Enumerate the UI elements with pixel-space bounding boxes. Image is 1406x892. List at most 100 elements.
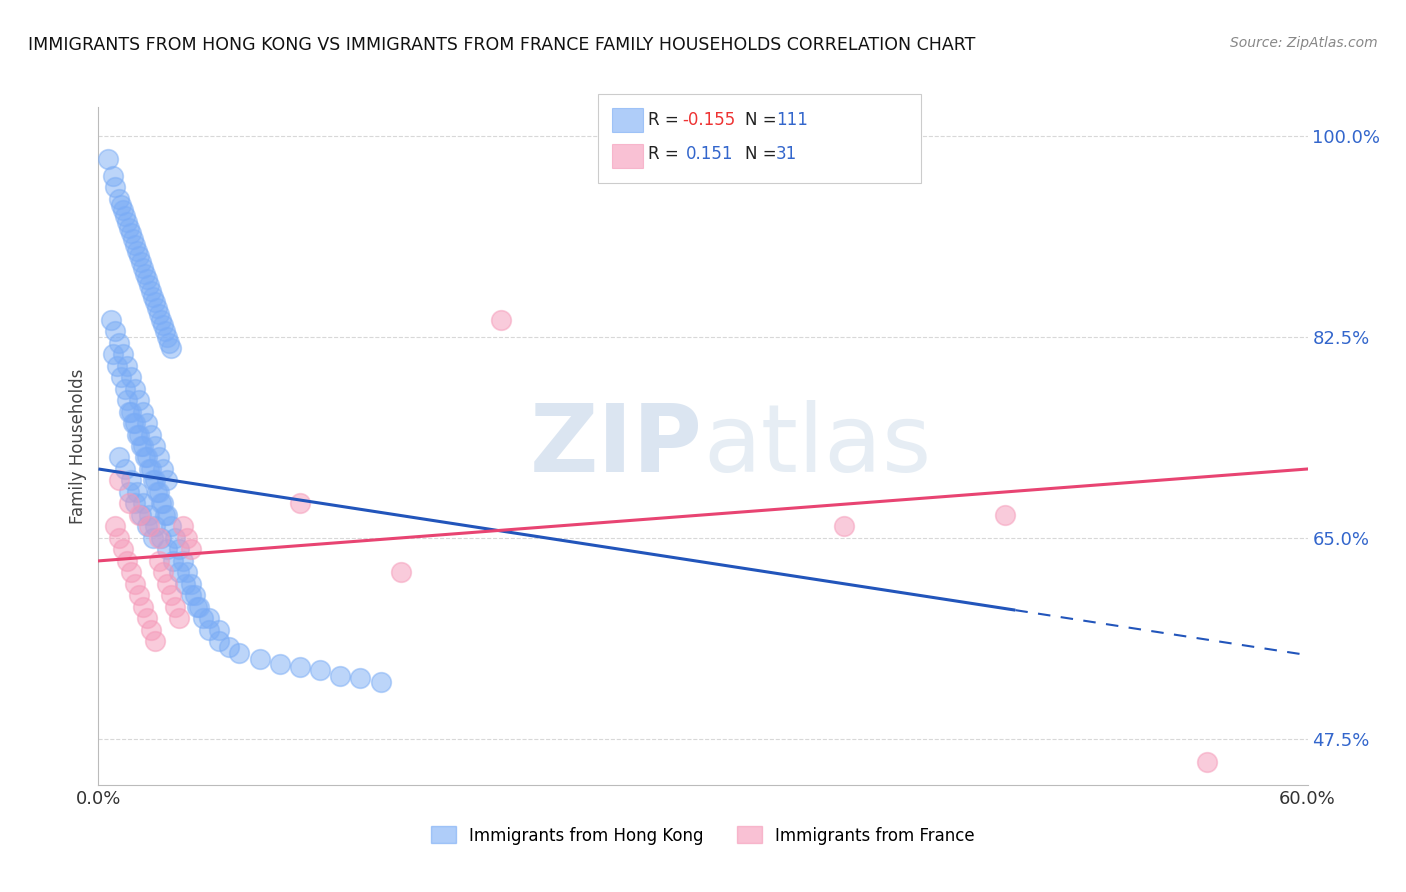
Point xyxy=(143,519,166,533)
Point xyxy=(180,542,202,557)
Point xyxy=(135,450,157,465)
Point xyxy=(143,634,166,648)
Point xyxy=(128,427,150,442)
Point xyxy=(994,508,1017,522)
Point xyxy=(107,531,129,545)
Point xyxy=(184,588,207,602)
Point xyxy=(148,450,170,465)
Point xyxy=(97,152,120,166)
Point xyxy=(167,542,190,557)
Point xyxy=(115,392,138,407)
Text: ZIP: ZIP xyxy=(530,400,703,492)
Point xyxy=(124,238,146,252)
Point xyxy=(105,359,128,373)
Y-axis label: Family Households: Family Households xyxy=(69,368,87,524)
Point xyxy=(134,450,156,465)
Point xyxy=(114,382,136,396)
Point xyxy=(132,260,155,275)
Point xyxy=(124,496,146,510)
Text: N =: N = xyxy=(745,111,782,128)
Point xyxy=(176,531,198,545)
Point xyxy=(118,496,141,510)
Point xyxy=(135,416,157,430)
Point xyxy=(128,392,150,407)
Point xyxy=(139,284,162,298)
Point xyxy=(134,267,156,281)
Point xyxy=(124,577,146,591)
Point xyxy=(288,659,311,673)
Text: R =: R = xyxy=(648,111,685,128)
Point xyxy=(148,531,170,545)
Text: R =: R = xyxy=(648,145,689,163)
Point xyxy=(138,278,160,293)
Point xyxy=(167,566,190,580)
Point xyxy=(153,324,176,338)
Point xyxy=(288,496,311,510)
Point xyxy=(149,496,172,510)
Point xyxy=(148,485,170,500)
Point xyxy=(160,342,183,356)
Point xyxy=(249,651,271,665)
Point xyxy=(162,554,184,568)
Point xyxy=(208,634,231,648)
Point xyxy=(309,663,332,677)
Point xyxy=(103,180,125,194)
Point xyxy=(111,347,134,361)
Point xyxy=(120,404,142,418)
Point xyxy=(146,301,169,315)
Point xyxy=(132,439,155,453)
Point xyxy=(176,566,198,580)
Point xyxy=(180,588,202,602)
Point xyxy=(143,439,166,453)
Point xyxy=(142,474,165,488)
Point xyxy=(149,312,172,326)
Point xyxy=(491,312,513,326)
Point xyxy=(118,485,141,500)
Point xyxy=(103,324,125,338)
Point xyxy=(186,599,208,614)
Text: atlas: atlas xyxy=(703,400,931,492)
Point xyxy=(129,508,152,522)
Point xyxy=(152,318,174,333)
Point xyxy=(125,427,148,442)
Text: Source: ZipAtlas.com: Source: ZipAtlas.com xyxy=(1230,36,1378,50)
Point xyxy=(167,611,190,625)
Point xyxy=(111,203,134,218)
Point xyxy=(142,290,165,304)
Point xyxy=(120,370,142,384)
Text: -0.155: -0.155 xyxy=(682,111,735,128)
Point xyxy=(269,657,291,672)
Point xyxy=(107,474,129,488)
Point xyxy=(1195,755,1218,769)
Point xyxy=(135,519,157,533)
Point xyxy=(138,462,160,476)
Point xyxy=(142,531,165,545)
Point xyxy=(389,566,412,580)
Point xyxy=(139,623,162,637)
Point xyxy=(100,312,122,326)
Point xyxy=(218,640,240,654)
Point xyxy=(114,462,136,476)
Point xyxy=(160,519,183,533)
Text: 31: 31 xyxy=(776,145,797,163)
Point xyxy=(174,577,197,591)
Point xyxy=(128,588,150,602)
Point xyxy=(329,669,352,683)
Point xyxy=(163,531,186,545)
Point xyxy=(121,416,143,430)
Point xyxy=(132,496,155,510)
Point xyxy=(152,496,174,510)
Point xyxy=(370,674,392,689)
Point xyxy=(101,347,124,361)
Point xyxy=(114,209,136,223)
Point xyxy=(124,382,146,396)
Point xyxy=(152,462,174,476)
Point xyxy=(132,599,155,614)
Point xyxy=(156,330,179,344)
Point xyxy=(138,508,160,522)
Point xyxy=(139,462,162,476)
Point xyxy=(152,566,174,580)
Point xyxy=(128,508,150,522)
Point xyxy=(228,646,250,660)
Point xyxy=(111,542,134,557)
